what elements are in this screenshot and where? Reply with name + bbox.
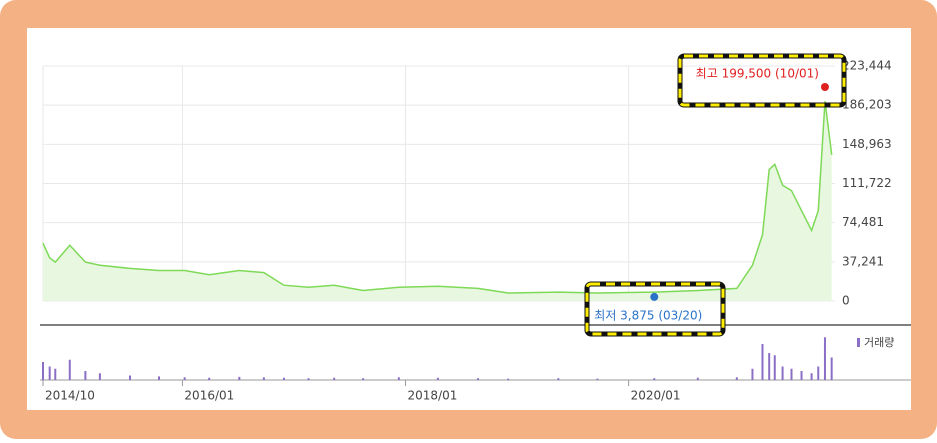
- y-tick-label: 111,722: [842, 176, 892, 190]
- volume-bar: [790, 368, 793, 380]
- x-tick-label: 2018/01: [408, 389, 458, 403]
- volume-bar: [54, 368, 57, 380]
- volume-bar: [817, 366, 820, 380]
- volume-bar: [830, 357, 833, 380]
- volume-bar: [262, 377, 265, 380]
- y-tick-label: 0: [842, 294, 850, 308]
- volume-bar: [761, 344, 764, 380]
- legend-label: 거래량: [864, 336, 894, 349]
- highlight-box-dash: [585, 282, 725, 336]
- line: [42, 101, 833, 294]
- volume-bar: [238, 376, 241, 380]
- volume-bar: [477, 378, 480, 380]
- volume-bar: [183, 377, 186, 380]
- y-tick-label: 148,963: [842, 137, 892, 151]
- y-tick-label: 186,203: [842, 98, 892, 112]
- volume-bar: [557, 378, 560, 380]
- volume-bar: [68, 359, 71, 380]
- annotation: 최저 3,875 (03/20): [594, 309, 702, 323]
- volume-bar: [751, 368, 754, 380]
- volume-bar: [208, 377, 211, 380]
- volume-bar: [158, 376, 161, 380]
- volume-bar: [362, 378, 365, 380]
- volume-bar: [653, 378, 656, 380]
- volume-bar: [768, 353, 771, 380]
- volume-bar: [436, 377, 439, 380]
- extreme-dot: [820, 83, 829, 91]
- highlight-box-dash: [678, 54, 846, 107]
- volume-bar: [800, 371, 803, 380]
- volume-bar: [823, 337, 826, 380]
- y-tick-label: 74,481: [842, 215, 884, 229]
- x-tick-label: 2020/01: [631, 389, 681, 403]
- volume-bar: [773, 355, 776, 380]
- volume-bar: [507, 378, 510, 380]
- volume-bar: [84, 371, 87, 380]
- volume-bar: [307, 378, 310, 380]
- y-tick-label: 223,444: [842, 59, 892, 73]
- volume-bar: [696, 377, 699, 380]
- extreme-dot: [650, 292, 659, 301]
- volume-bar: [48, 366, 51, 380]
- volume-bar: [333, 377, 336, 380]
- volume-bar: [397, 377, 400, 380]
- volume-bar: [596, 378, 599, 380]
- y-tick-label: 37,241: [842, 254, 884, 268]
- volume-bar: [129, 375, 132, 380]
- volume-bar: [735, 377, 738, 380]
- x-tick-label: 2014/10: [45, 389, 95, 403]
- x-tick-label: 2016/01: [184, 389, 234, 403]
- volume-bar: [810, 373, 813, 380]
- volume-bar: [781, 366, 784, 380]
- area: [43, 101, 832, 301]
- annotation: 최고 199,500 (10/01): [696, 67, 819, 81]
- legend-swatch: [857, 338, 860, 347]
- volume-bar: [42, 362, 44, 380]
- volume-bar: [98, 373, 101, 380]
- volume-bar: [282, 377, 285, 380]
